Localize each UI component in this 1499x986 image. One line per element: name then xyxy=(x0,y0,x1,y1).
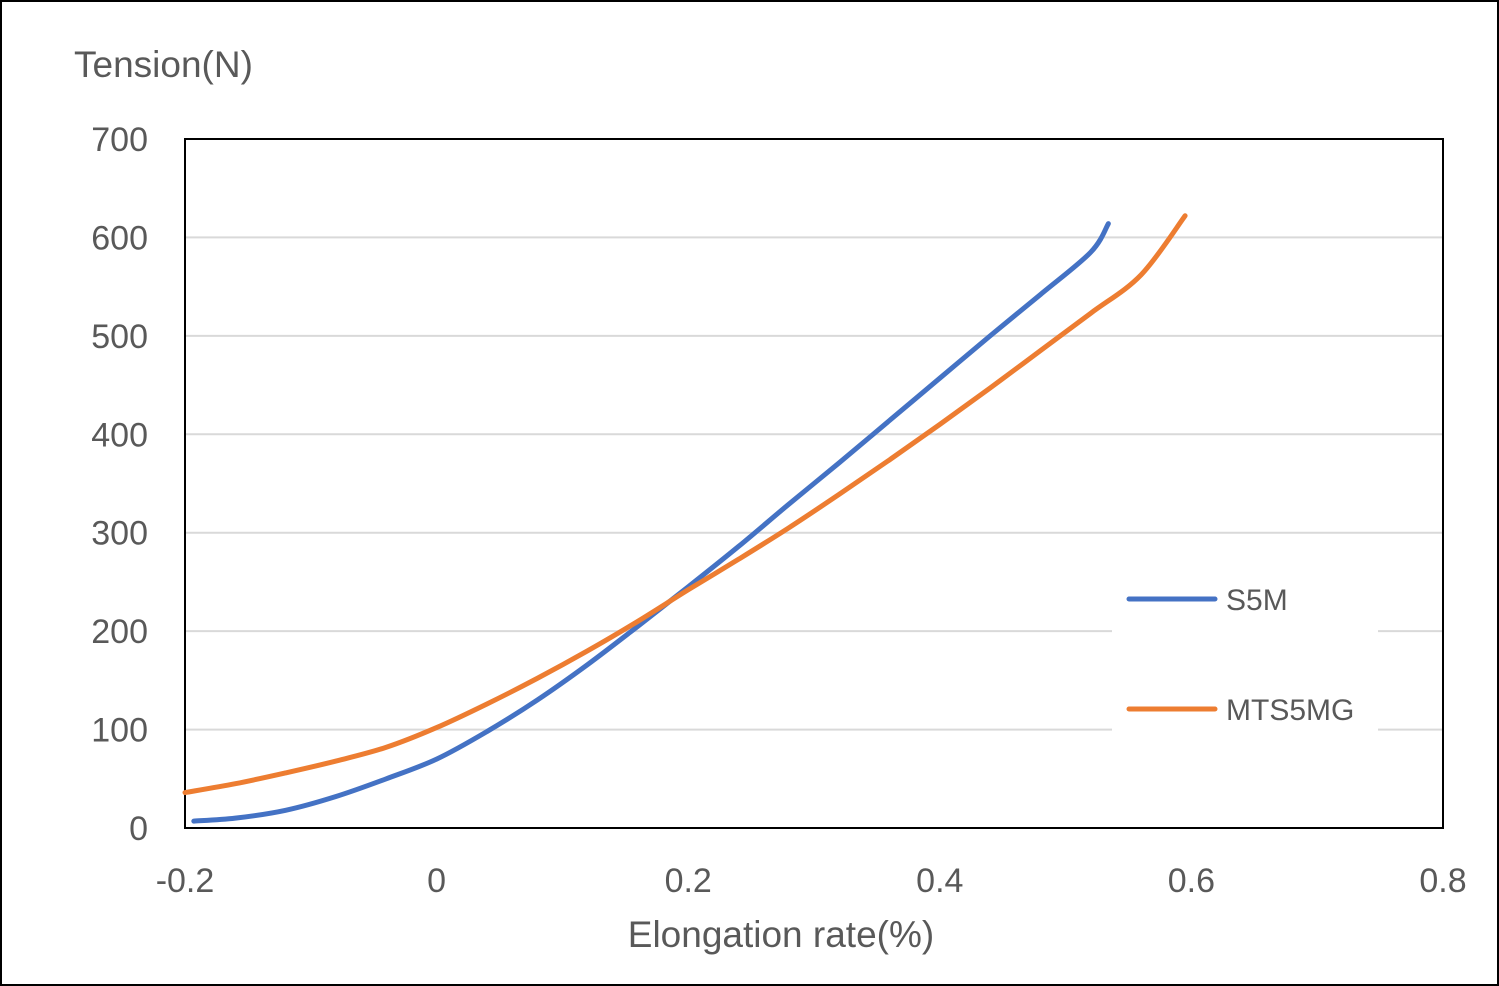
y-tick-label: 100 xyxy=(91,712,148,750)
y-tick-label: 500 xyxy=(91,318,148,356)
y-tick-label: 400 xyxy=(91,416,148,454)
y-tick-label: 700 xyxy=(91,121,148,159)
series-line-1 xyxy=(182,213,1188,796)
legend-label-0: S5M xyxy=(1226,584,1288,617)
x-tick-label: -0.2 xyxy=(156,862,215,900)
y-tick-label: 600 xyxy=(91,219,148,257)
x-tick-label: 0 xyxy=(427,862,446,900)
plot-area-border xyxy=(184,138,1444,829)
x-tick-label: 0.8 xyxy=(1419,862,1466,900)
y-axis-ticks: 0 100 200 300 400 500 600 700 xyxy=(91,121,148,848)
y-tick-label: 0 xyxy=(129,810,148,848)
x-axis-ticks: -0.2 0 0.2 0.4 0.6 0.8 xyxy=(156,862,1467,900)
y-tick-label: 200 xyxy=(91,613,148,651)
x-axis-title: Elongation rate(%) xyxy=(628,914,934,955)
x-tick-label: 0.4 xyxy=(916,862,963,900)
y-tick-label: 300 xyxy=(91,515,148,553)
x-tick-label: 0.6 xyxy=(1168,862,1215,900)
series-line-0 xyxy=(191,221,1111,824)
legend-label-1: MTS5MG xyxy=(1226,694,1354,727)
series-lines xyxy=(182,213,1188,824)
legend: S5M MTS5MG xyxy=(1112,562,1378,747)
legend-background xyxy=(1112,562,1378,747)
y-axis-title: Tension(N) xyxy=(74,44,253,85)
x-tick-label: 0.2 xyxy=(665,862,712,900)
